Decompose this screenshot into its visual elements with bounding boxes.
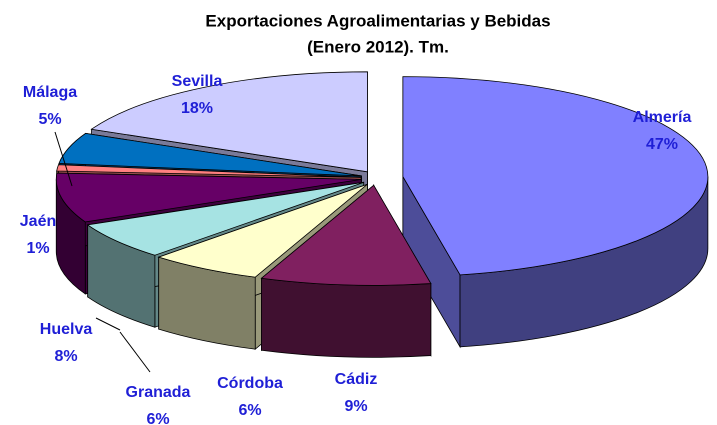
category-label: Huelva [40, 321, 93, 338]
slice-top [58, 132, 362, 177]
leader-line [95, 317, 121, 331]
slice-top [55, 172, 362, 223]
slice-top [402, 76, 709, 276]
category-label: Málaga [23, 84, 77, 101]
value-label: 6% [238, 402, 261, 419]
value-label: 18% [181, 100, 213, 117]
category-label: Cádiz [335, 371, 378, 388]
leader-line [119, 331, 151, 373]
chart-title: (Enero 2012). Tm. [307, 37, 449, 56]
value-label: 1% [26, 240, 49, 257]
chart-title: Exportaciones Agroalimentarias y Bebidas [205, 11, 550, 30]
value-label: 5% [38, 111, 61, 128]
slice-side [261, 277, 432, 358]
labels: Almería 47% Cádiz 9% Córdoba 6% Granada 6% Huelv… [20, 73, 692, 425]
pie [55, 71, 709, 358]
slice-top [56, 164, 362, 178]
value-label: 9% [344, 398, 367, 415]
category-label: Granada [126, 384, 191, 401]
slice-top [157, 183, 368, 278]
slice [260, 183, 432, 358]
slice-top [86, 181, 364, 256]
slice-top [90, 71, 368, 173]
category-label: Córdoba [217, 375, 283, 392]
value-label: 6% [146, 411, 169, 425]
value-label: 8% [54, 348, 77, 365]
category-label: Jaén [20, 213, 56, 230]
leader-line [54, 131, 73, 187]
slice [402, 76, 709, 349]
value-label: 47% [646, 136, 678, 153]
category-label: Almería [633, 109, 692, 126]
slice-top [260, 184, 432, 286]
category-label: Sevilla [172, 73, 223, 90]
